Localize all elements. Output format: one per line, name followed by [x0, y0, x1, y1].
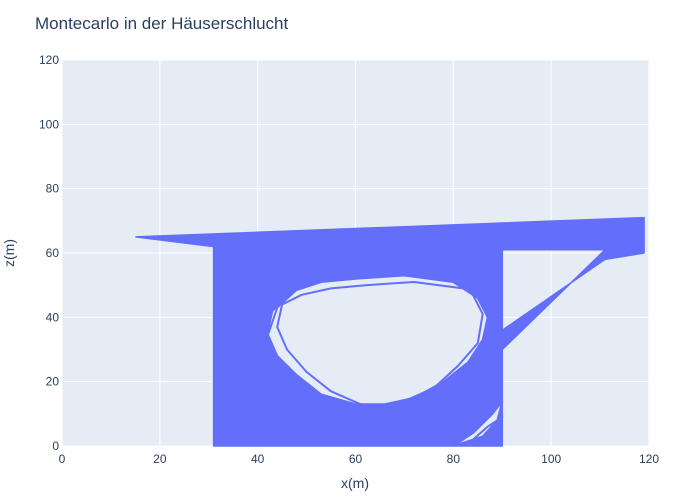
trajectory-line-6: [452, 400, 504, 447]
y-tick-label: 120: [39, 53, 59, 67]
x-axis-ticks: 0 20 40 60 80 100 120: [59, 452, 660, 466]
x-tick-label: 100: [541, 452, 561, 466]
y-tick-label: 0: [52, 439, 59, 453]
x-tick-label: 120: [639, 452, 659, 466]
trajectory-series: [135, 216, 645, 447]
trajectory-line-3: [266, 274, 489, 406]
y-tick-label: 20: [46, 375, 60, 389]
x-tick-label: 20: [153, 452, 167, 466]
y-tick-label: 100: [39, 117, 59, 131]
y-tick-label: 80: [46, 182, 60, 196]
trajectory-line-5: [276, 281, 499, 409]
x-tick-label: 0: [59, 452, 66, 466]
loop-interior: [267, 275, 488, 405]
y-tick-label: 40: [46, 310, 60, 324]
trajectory-line-2: [501, 245, 645, 351]
x-tick-label: 60: [349, 452, 363, 466]
chart-title: Montecarlo in der Häuserschlucht: [35, 14, 289, 33]
y-axis-ticks: 0 20 40 60 80 100 120: [39, 53, 59, 453]
trajectory-line-7: [472, 416, 504, 441]
y-tick-label: 60: [46, 246, 60, 260]
y-axis-title: z(m): [1, 239, 17, 267]
x-axis-title: x(m): [341, 475, 369, 491]
x-tick-label: 40: [251, 452, 265, 466]
x-tick-label: 80: [447, 452, 461, 466]
